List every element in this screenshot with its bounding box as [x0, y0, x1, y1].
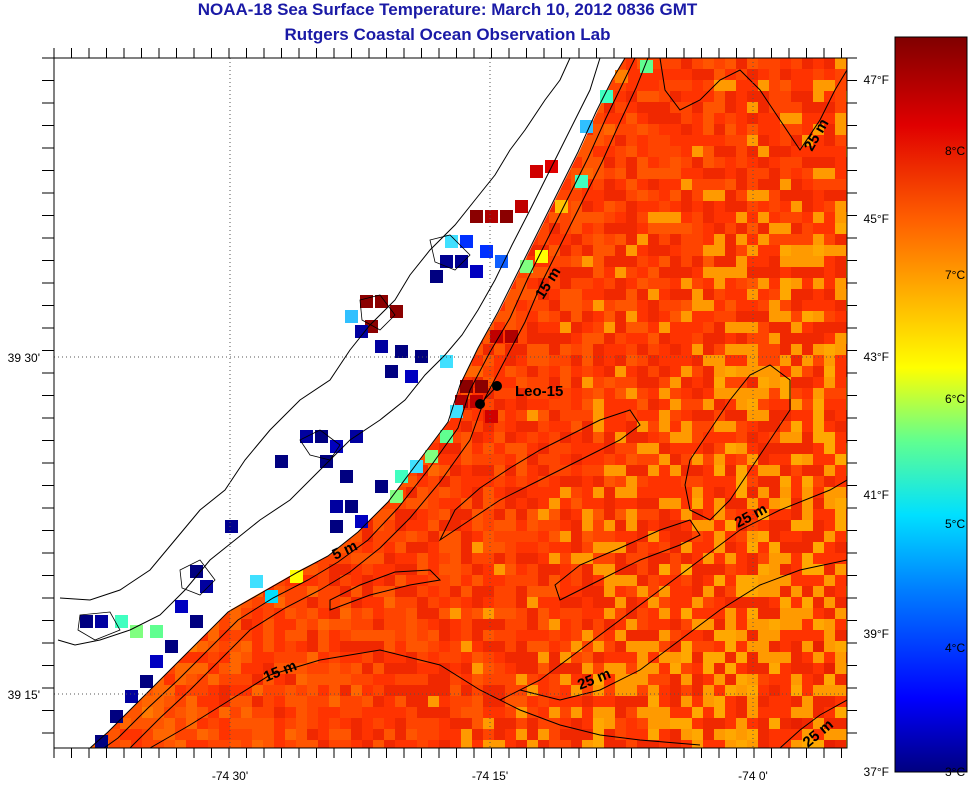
colorbar-c-tick: 5°C [945, 517, 965, 531]
colorbar-f-tick: 43°F [864, 350, 889, 364]
colorbar-c-tick: 3°C [945, 765, 965, 779]
colorbar-f-tick: 41°F [864, 488, 889, 502]
colorbar-f-tick: 37°F [864, 765, 889, 779]
colorbar-f-tick: 47°F [864, 73, 889, 87]
colorbar-f-tick: 39°F [864, 627, 889, 641]
leo15-station: Leo-15 [475, 381, 563, 409]
marsh-outline [77, 234, 471, 641]
coastline [89, 58, 626, 748]
y-axis-labels: 39 30' 39 15' [8, 351, 40, 702]
contour-25m-mid [684, 364, 791, 521]
map-subtitle: Rutgers Coastal Ocean Observation Lab [284, 25, 611, 44]
x-tick-label: -74 15' [472, 769, 508, 783]
y-tick-label: 39 30' [8, 351, 40, 365]
plot-border [53, 57, 848, 749]
contour-15m-south [149, 649, 701, 748]
contour-25m-ridge [499, 479, 847, 701]
station-label: Leo-15 [515, 383, 563, 400]
grid-lines [54, 58, 847, 748]
colorbar-c-tick: 6°C [945, 392, 965, 406]
contour-15m [129, 58, 649, 748]
contour-25m-se [779, 699, 847, 748]
x-axis-labels: -74 30' -74 15' -74 0' [212, 769, 768, 783]
contour-25m-north [659, 58, 847, 151]
x-tick-label: -74 30' [212, 769, 248, 783]
map-title: NOAA-18 Sea Surface Temperature: March 1… [197, 0, 698, 19]
colorbar-c-tick: 7°C [945, 268, 965, 282]
colorbar-c-tick: 4°C [945, 641, 965, 655]
colorbar: 47°F 45°F 43°F 41°F 39°F 37°F 8°C 7°C 6°… [864, 36, 968, 779]
contour-5m [103, 58, 636, 748]
colorbar-scale [894, 36, 968, 773]
inner-shoreline-2 [59, 58, 571, 601]
x-tick-label: -74 0' [738, 769, 768, 783]
contour-shoal [438, 409, 641, 542]
colorbar-c-tick: 8°C [945, 144, 965, 158]
y-tick-label: 39 15' [8, 688, 40, 702]
axis-ticks [42, 48, 857, 758]
contour-shoal-2 [554, 519, 701, 601]
contour-25m-ridge-2 [519, 559, 847, 701]
colorbar-f-tick: 45°F [864, 212, 889, 226]
inner-shoreline [57, 58, 601, 646]
contour-shoal-3 [329, 569, 442, 611]
